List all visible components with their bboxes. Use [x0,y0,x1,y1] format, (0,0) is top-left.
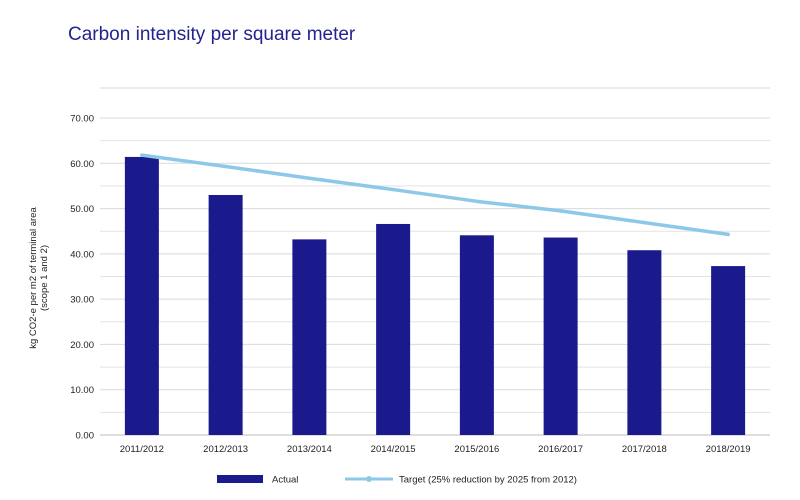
y-tick-label: 30.00 [70,295,94,306]
x-axis-ticks: 2011/2012 2012/2013 2013/2014 2014/2015 2015… [120,444,751,455]
bar-actual [627,250,662,435]
legend-marker-target [366,476,372,482]
target-point [391,187,395,192]
y-tick-label: 70.00 [70,114,94,125]
bar-actual [208,194,243,435]
bar-actual [376,223,411,435]
chart-title: Carbon intensity per square meter [68,24,356,45]
bar-actual [124,156,159,435]
x-tick-label: 2014/2015 [371,444,416,455]
target-series-line [140,153,730,237]
target-point [307,176,312,181]
x-tick-label: 2011/2012 [120,444,164,455]
bar-actual [711,266,746,435]
legend: Actual Target (25% reduction by 2025 fro… [217,475,577,486]
x-tick-label: 2018/2019 [706,444,751,455]
y-tick-label: 0.00 [76,431,95,442]
bars-actual [124,156,746,435]
bar-actual [292,239,327,435]
y-axis-ticks: 0.00 10.00 20.00 30.00 40.00 50.00 60.00 70.00 [70,114,94,442]
x-tick-label: 2015/2016 [454,444,499,455]
x-tick-label: 2012/2013 [203,444,248,455]
y-tick-label: 10.00 [70,385,94,396]
target-point [558,209,563,213]
legend-label-actual: Actual [272,475,298,486]
x-tick-label: 2013/2014 [287,444,332,455]
legend-swatch-actual [217,475,263,483]
legend-label-target: Target (25% reduction by 2025 from 2012) [399,475,577,486]
x-tick-label: 2016/2017 [538,444,583,455]
gridlines [100,87,770,436]
bar-actual [459,235,494,435]
y-tick-label: 60.00 [70,159,94,170]
x-tick-label: 2017/2018 [622,444,667,455]
y-tick-label: 40.00 [70,249,94,260]
target-point [223,164,228,169]
target-point [140,153,144,157]
y-tick-label: 50.00 [70,204,94,215]
y-axis-label-line1: kg CO2-e per m2 of terminal area [28,207,39,349]
y-tick-label: 20.00 [70,340,94,351]
y-axis-label-line2: (scope 1 and 2) [39,245,50,311]
target-point [475,199,479,204]
target-point [642,220,647,225]
bar-actual [543,237,578,435]
target-point [726,232,730,237]
target-line [140,153,730,237]
